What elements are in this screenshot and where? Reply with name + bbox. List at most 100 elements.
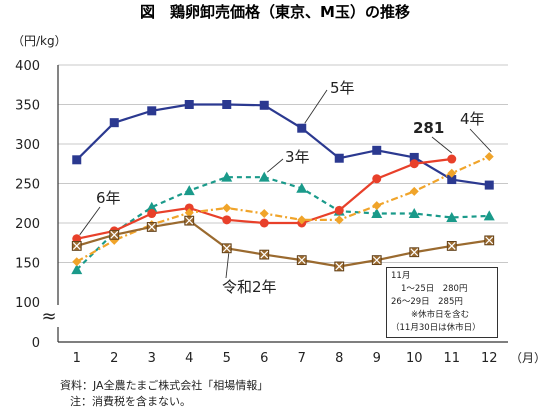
axis-break-symbol: ≈: [41, 306, 56, 327]
note-line: 1～25日 280円: [401, 284, 468, 294]
x-tick-label: 12: [481, 351, 498, 366]
data-label-leader-line: [431, 136, 453, 154]
axes: ≈: [41, 65, 508, 343]
marker-square: [447, 175, 457, 185]
marker-square: [147, 106, 157, 116]
label-leader-line: [469, 128, 492, 152]
marker-circle: [447, 154, 457, 164]
x-tick-label: 3: [148, 351, 156, 366]
marker-square: [334, 153, 344, 163]
marker-diamond: [259, 209, 269, 219]
marker-diamond: [184, 208, 194, 218]
y-axis-unit: （円/kg）: [12, 34, 67, 48]
y-tick-label: 0: [32, 336, 40, 351]
series-label: 4年: [460, 110, 485, 128]
x-axis-unit: （月）: [510, 351, 546, 365]
marker-cross: [485, 236, 494, 245]
marker-triangle: [258, 171, 270, 182]
marker-triangle: [483, 210, 495, 221]
marker-x-square: [146, 222, 157, 232]
footnote-line: 注：消費税を含まない。: [70, 395, 191, 408]
note-line: 11月: [391, 271, 411, 281]
marker-cross: [222, 244, 231, 253]
x-tick-label: 1: [73, 351, 81, 366]
marker-cross: [410, 248, 419, 257]
marker-diamond: [72, 257, 82, 267]
x-tick-label: 9: [373, 351, 381, 366]
label-leader-line: [225, 253, 230, 279]
marker-cross: [372, 256, 381, 265]
marker-x-square: [484, 235, 495, 246]
marker-cross: [110, 230, 119, 239]
marker-diamond: [372, 201, 382, 211]
y-tick-labels: 0 100 150 200 250 300 350 400: [15, 59, 40, 351]
marker-square: [372, 145, 382, 155]
source-notes: 資料：JA全農たまご株式会社「相場情報」 注：消費税を含まない。: [60, 378, 268, 410]
marker-circle: [184, 203, 194, 213]
marker-cross: [147, 223, 156, 231]
x-tick-label: 7: [298, 351, 306, 366]
marker-x-square: [334, 261, 345, 272]
series-line: [75, 176, 490, 271]
marker-triangle: [296, 182, 308, 193]
y-tick-label: 100: [15, 296, 40, 311]
marker-x-square: [296, 255, 307, 266]
marker-triangle: [183, 185, 195, 196]
marker-x-square: [109, 229, 120, 240]
series-line: [75, 103, 490, 187]
marker-square: [109, 118, 119, 128]
x-tick-label: 10: [406, 351, 423, 366]
marker-diamond: [334, 215, 344, 225]
series-markers: [71, 100, 495, 275]
series-label: 令和2年: [222, 278, 277, 296]
marker-x-square: [259, 249, 270, 260]
y-tick-label: 200: [15, 217, 40, 232]
marker-cross: [72, 241, 81, 250]
x-tick-label: 6: [260, 351, 268, 366]
marker-square: [297, 123, 307, 133]
marker-diamond: [409, 186, 419, 196]
marker-square: [72, 155, 82, 165]
series-line: [76, 219, 490, 268]
series-label: 5年: [330, 79, 355, 97]
marker-diamond: [447, 168, 457, 178]
y-tick-label: 250: [15, 178, 40, 193]
november-note-box: 11月 1～25日 280円 26～29日 285円 ※休市日を含む （11月3…: [386, 267, 498, 338]
label-leader-line: [79, 206, 101, 236]
marker-x-square: [184, 215, 195, 226]
marker-circle: [409, 159, 419, 169]
marker-cross: [260, 250, 269, 259]
marker-circle: [259, 218, 269, 228]
marker-circle: [147, 209, 157, 219]
x-tick-label: 4: [185, 351, 193, 366]
note-line: ※休市日を含む: [411, 310, 470, 320]
series-label: 6年: [96, 189, 121, 207]
marker-triangle: [71, 264, 83, 275]
y-tick-label: 300: [15, 138, 40, 153]
x-tick-label: 8: [335, 351, 343, 366]
marker-circle: [222, 215, 232, 225]
series-label: 3年: [285, 148, 310, 166]
marker-square: [184, 100, 194, 109]
y-tick-label: 400: [15, 59, 40, 74]
marker-diamond: [484, 152, 494, 162]
marker-diamond: [297, 215, 307, 225]
marker-x-square: [446, 241, 457, 251]
marker-square: [222, 100, 232, 109]
source-line: 資料：JA全農たまご株式会社「相場情報」: [60, 379, 269, 392]
chart-title: 図 鶏卵卸売価格（東京、M玉）の推移: [140, 3, 410, 21]
y-tick-label: 150: [15, 257, 40, 272]
marker-cross: [447, 241, 456, 250]
marker-cross: [335, 262, 344, 271]
x-tick-label: 2: [110, 351, 118, 366]
marker-cross: [297, 256, 306, 265]
label-leader-line: [266, 158, 284, 173]
marker-circle: [372, 174, 382, 184]
note-line: （11月30日は休市日）: [391, 323, 481, 333]
data-label-281: 281: [413, 119, 444, 137]
note-line: 26～29日 285円: [391, 297, 463, 307]
marker-triangle: [446, 211, 458, 222]
marker-triangle: [146, 201, 158, 212]
